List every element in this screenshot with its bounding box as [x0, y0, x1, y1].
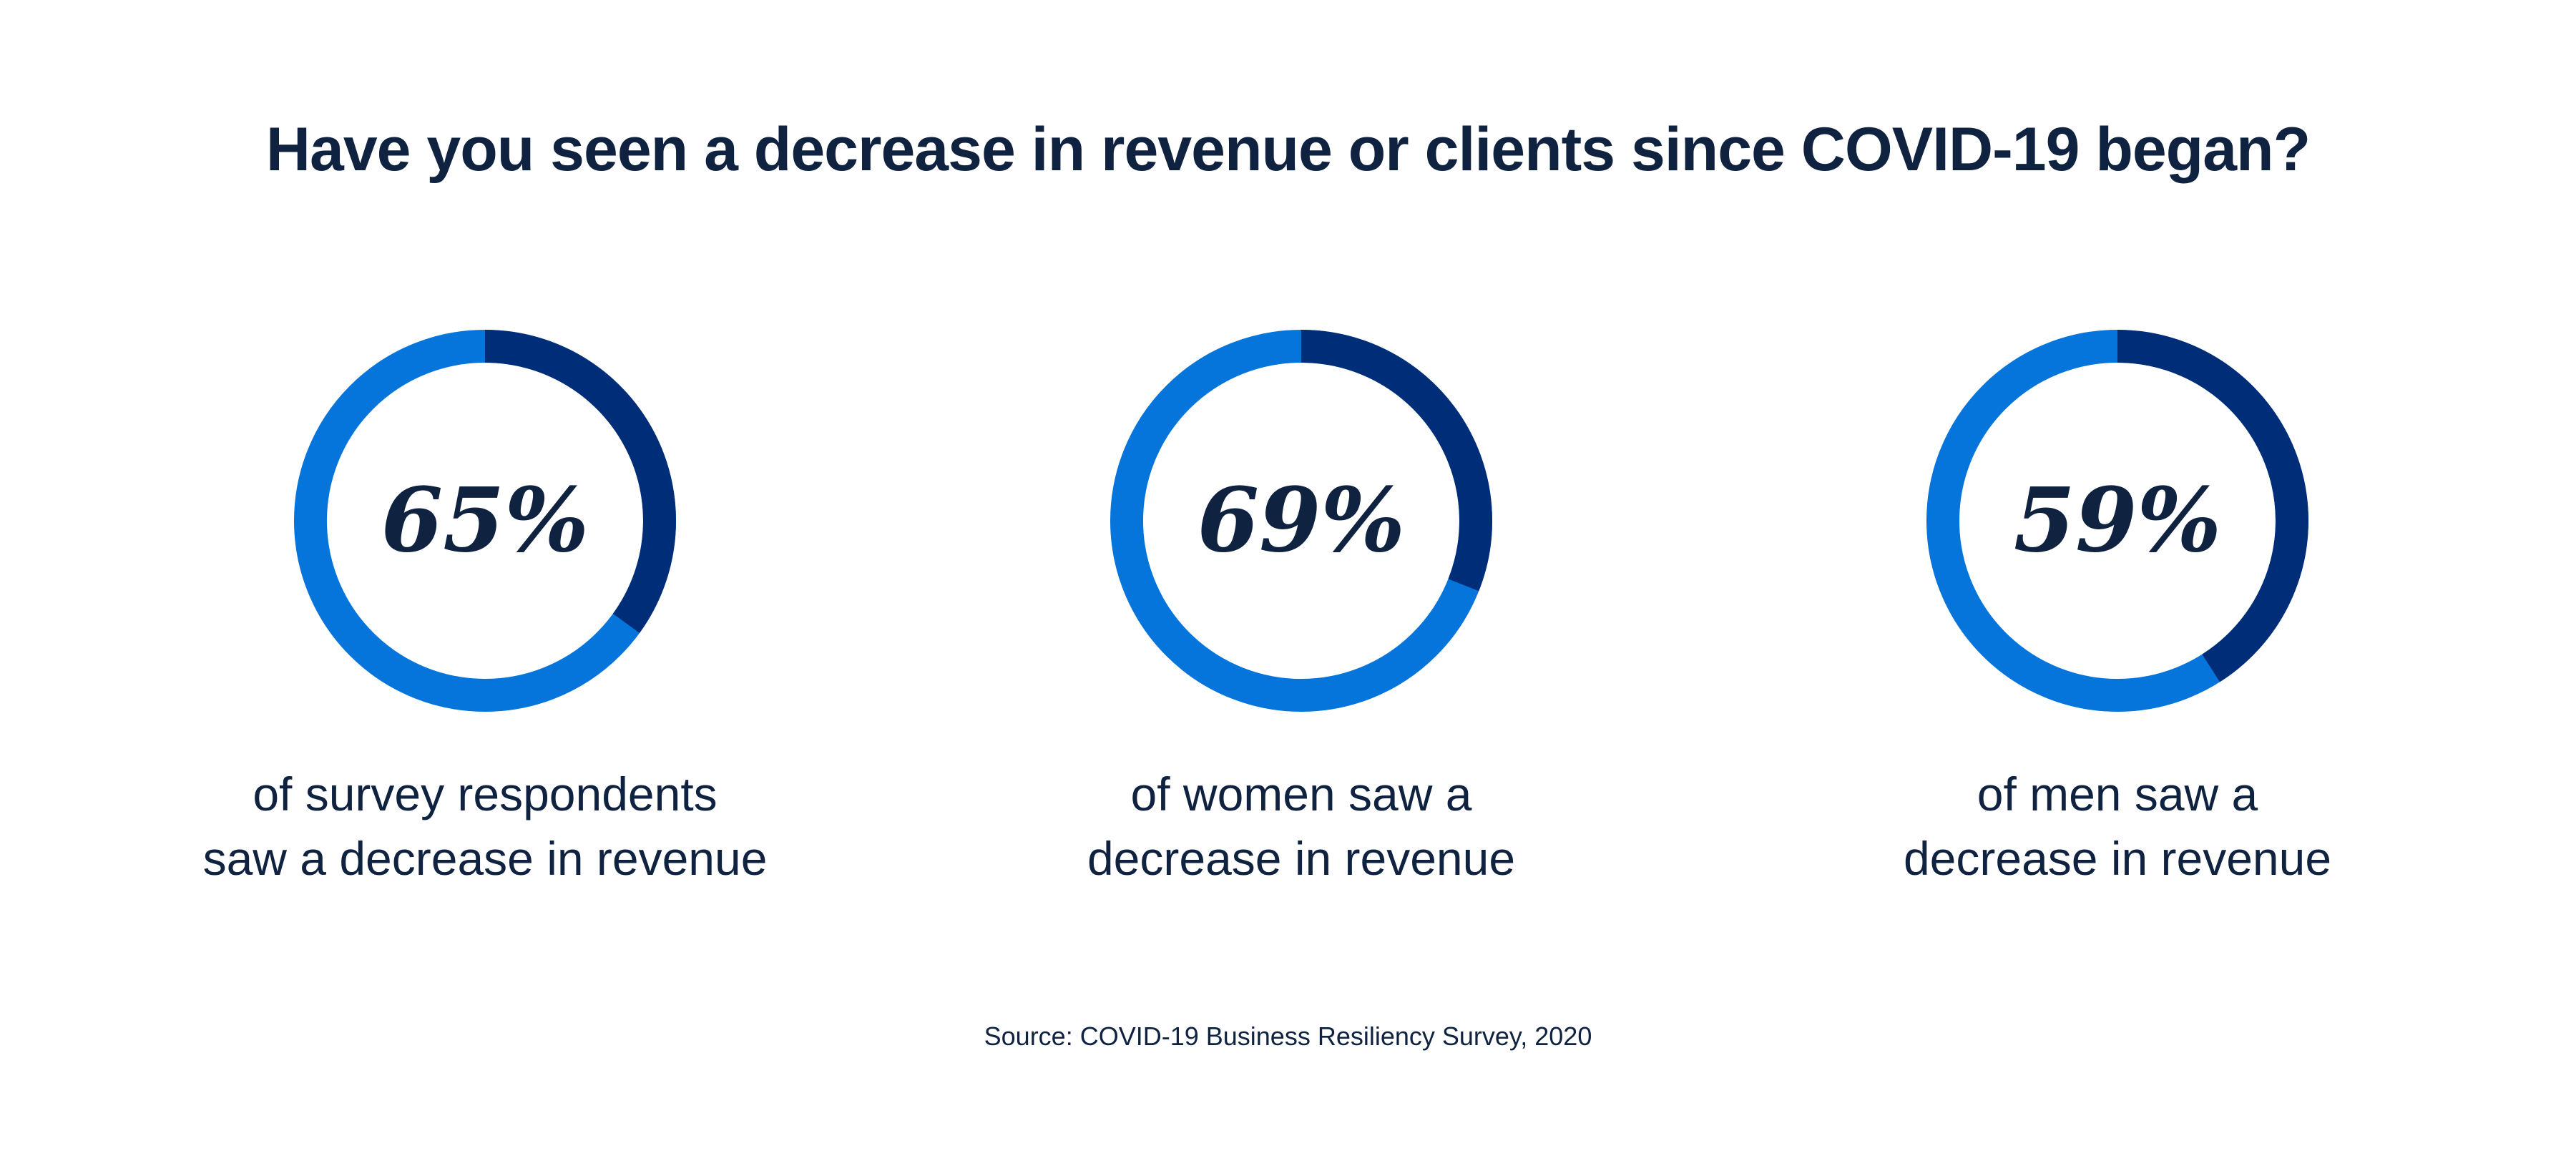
caption-line: decrease in revenue [1087, 832, 1516, 885]
donut-ring-highlight [2117, 330, 2308, 682]
donut-caption-all-respondents: of survey respondents saw a decrease in … [127, 762, 843, 891]
donut-caption-men: of men saw a decrease in revenue [1760, 762, 2475, 891]
source-note: Source: COVID-19 Business Resiliency Sur… [984, 1021, 1592, 1051]
chart-title: Have you seen a decrease in revenue or c… [265, 115, 2311, 184]
donut-value-label: 69% [1198, 469, 1405, 573]
caption-line: saw a decrease in revenue [202, 832, 768, 885]
donut-svg: 59% [1926, 330, 2308, 712]
donut-caption-women: of women saw a decrease in revenue [944, 762, 1659, 891]
donut-value-label: 59% [2014, 469, 2221, 573]
donut-chart-all-respondents: 65% [163, 315, 807, 959]
donut-value-label: 65% [381, 469, 589, 573]
caption-line: decrease in revenue [1903, 832, 2332, 885]
donut-svg: 69% [1110, 330, 1492, 712]
donut-svg: 65% [294, 330, 676, 712]
donut-ring-highlight [1301, 330, 1492, 592]
donut-chart-men: 59% [1796, 315, 2439, 959]
donut-ring-highlight [484, 330, 676, 633]
caption-line: of women saw a [1130, 768, 1472, 820]
donut-chart-women: 69% [979, 315, 1623, 959]
caption-line: of men saw a [1977, 768, 2258, 820]
caption-line: of survey respondents [253, 768, 718, 820]
